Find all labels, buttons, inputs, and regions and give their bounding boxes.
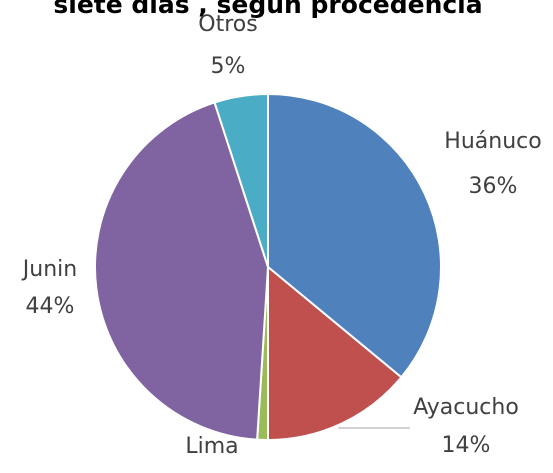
- pie-slice: [267, 264, 403, 442]
- slice-label: Lima: [185, 434, 238, 459]
- pie-slice: [267, 92, 442, 379]
- slice-value-label: 5%: [211, 54, 246, 79]
- slice-label: Huánuco: [444, 129, 541, 154]
- pie-slice: [93, 101, 270, 441]
- chart-title: siete días , según procedencia: [53, 0, 482, 19]
- slice-label: Otros: [198, 12, 257, 37]
- pie-slice: [213, 92, 269, 268]
- slice-label: Ayacucho: [413, 395, 519, 420]
- slice-label: Junin: [21, 257, 77, 282]
- slice-value-label: 14%: [442, 433, 491, 458]
- slice-value-label: 36%: [469, 174, 518, 199]
- slice-value-label: 44%: [26, 294, 75, 319]
